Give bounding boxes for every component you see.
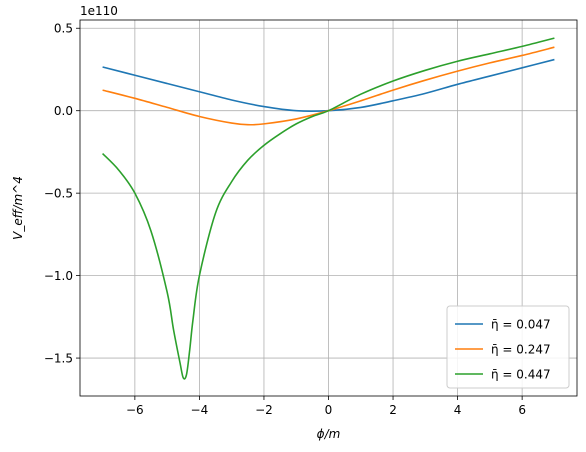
grid-lines [80, 20, 577, 396]
x-tick-label: 2 [389, 403, 397, 417]
legend: η̄ = 0.047 η̄ = 0.247 η̄ = 0.447 [446, 305, 570, 389]
series-line-3 [102, 37, 555, 380]
series-lines [102, 37, 555, 380]
legend-box [446, 305, 570, 389]
x-axis-label: ϕ/m [317, 427, 341, 441]
y-axis-ticks: −1.5 −1.0 −0.5 0.0 0.5 [44, 22, 80, 366]
x-tick-label: 4 [454, 403, 462, 417]
axis-offset-text: 1e110 [80, 4, 118, 18]
y-tick-label: −1.5 [44, 352, 73, 366]
y-tick-label: −1.0 [44, 269, 73, 283]
y-axis-label: V_eff/m^4 [11, 176, 25, 240]
x-tick-label: 0 [325, 403, 333, 417]
series-line-2 [102, 46, 555, 126]
legend-entry: η̄ = 0.047 [491, 318, 551, 332]
legend-entry: η̄ = 0.447 [491, 368, 551, 382]
x-tick-label: −6 [126, 403, 144, 417]
x-tick-label: 6 [518, 403, 526, 417]
x-tick-label: −4 [191, 403, 209, 417]
legend-entry: η̄ = 0.247 [491, 343, 551, 357]
x-axis-ticks: −6 −4 −2 0 2 4 6 [126, 396, 526, 417]
y-tick-label: 0.0 [54, 104, 73, 118]
y-tick-label: 0.5 [54, 22, 73, 36]
y-tick-label: −0.5 [44, 187, 73, 201]
x-tick-label: −2 [255, 403, 273, 417]
